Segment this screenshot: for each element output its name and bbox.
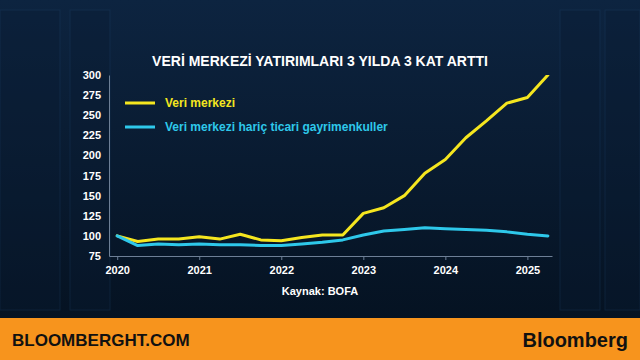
x-axis-line [110,256,553,257]
y-axis: 75 100 125 150 175 200 225 250 275 300 [83,69,110,262]
footer-site: BLOOMBERGHT.COM [12,331,190,350]
x-tick-label: 2021 [187,264,211,276]
y-tick-label: 225 [83,129,101,141]
legend: Veri merkezi Veri merkezi hariç ticari ga… [125,96,388,134]
y-tick-label: 200 [83,149,101,161]
y-tick-label: 125 [83,210,101,222]
x-tick-label: 2020 [105,264,129,276]
source: Kaynak: BOFA [282,285,358,297]
rack [70,10,110,310]
y-tick: 175 [83,170,109,182]
legend-label: Veri merkezi [165,96,235,110]
y-tick-label: 175 [83,170,101,182]
rack [0,10,60,310]
footer-brand: Bloomberg [522,329,628,351]
y-tick-label: 150 [83,190,101,202]
x-tick-mark [363,256,364,260]
title: VERİ MERKEZİ YATIRIMLARI 3 YILDA 3 KAT A… [152,53,488,69]
y-axis-line [109,76,110,257]
rack [605,10,640,310]
chart-root: VERİ MERKEZİ YATIRIMLARI 3 YILDA 3 KAT A… [0,0,640,360]
x-tick-mark [117,256,118,260]
legend-swatch [125,102,155,105]
decoration [0,10,640,310]
y-tick-label: 75 [89,250,101,262]
y-tick: 100 [83,230,109,242]
y-tick: 200 [83,149,109,161]
x-tick-mark [527,256,528,260]
plot-area [117,75,548,246]
x-tick: 2022 [270,256,294,276]
x-tick-mark [199,256,200,260]
y-tick: 275 [83,89,109,101]
x-tick-mark [281,256,282,260]
rack [560,10,600,310]
series-line [117,75,548,242]
legend-label: Veri merkezi hariç ticari gayrimenkuller [165,120,388,134]
y-tick-label: 275 [83,89,101,101]
y-tick-label: 100 [83,230,101,242]
x-tick: 2021 [187,256,211,276]
background [0,0,640,360]
footer-band [0,318,640,360]
legend-swatch [125,126,155,129]
x-tick: 2020 [105,256,129,276]
series-line [117,228,548,246]
x-tick: 2023 [352,256,376,276]
x-tick-label: 2022 [270,264,294,276]
x-axis: 2020 2021 2022 2023 2024 2025 [105,256,552,276]
y-tick-label: 300 [83,69,101,81]
y-tick: 75 [89,250,109,262]
x-tick: 2025 [516,256,540,276]
x-tick-label: 2025 [516,264,540,276]
x-tick: 2024 [434,256,459,276]
y-tick-label: 250 [83,109,101,121]
y-tick: 150 [83,190,109,202]
x-tick-label: 2024 [434,264,459,276]
y-tick: 225 [83,129,109,141]
x-tick-mark [445,256,446,260]
y-tick: 300 [83,69,109,81]
y-tick: 125 [83,210,109,222]
y-tick: 250 [83,109,109,121]
x-tick-label: 2023 [352,264,376,276]
